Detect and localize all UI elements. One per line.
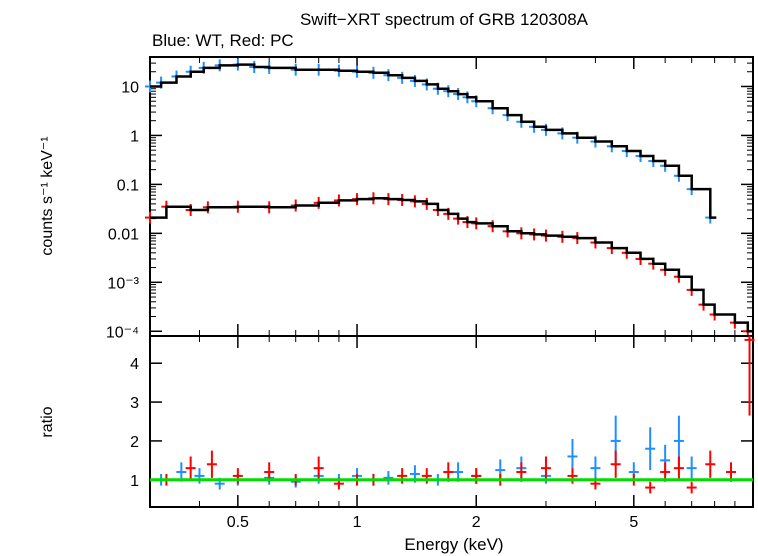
ratio-series-1 bbox=[161, 336, 755, 494]
spectrum-series-1 bbox=[145, 192, 754, 338]
y-tick-label: 10 bbox=[121, 79, 139, 96]
y-tick-label: 1 bbox=[130, 128, 139, 145]
y-tick-label: 2 bbox=[130, 434, 139, 451]
model-line-1 bbox=[150, 197, 754, 333]
chart-title: Swift−XRT spectrum of GRB 120308A bbox=[300, 10, 589, 29]
y-tick-label: 10⁻⁴ bbox=[106, 324, 139, 341]
chart-subtitle: Blue: WT, Red: PC bbox=[152, 31, 294, 50]
y-axis-label-spectrum: counts s⁻¹ keV⁻¹ bbox=[39, 136, 56, 255]
y-tick-label: 3 bbox=[130, 395, 139, 412]
y-tick-label: 0.01 bbox=[108, 226, 139, 243]
spectrum-frame bbox=[149, 56, 754, 337]
x-tick-label: 2 bbox=[472, 514, 481, 531]
y-tick-label: 0.1 bbox=[117, 177, 139, 194]
y-tick-label: 4 bbox=[130, 356, 139, 373]
ratio-panel: 0.5 1 2 5 1 2 3 4 bbox=[130, 335, 755, 531]
x-tick-label: 5 bbox=[629, 514, 638, 531]
ratio-frame bbox=[149, 335, 754, 508]
spectrum-panel: 10 1 0.1 0.01 10⁻³ 10⁻⁴ bbox=[106, 56, 754, 341]
x-tick-label: 0.5 bbox=[227, 514, 249, 531]
x-tick-label: 1 bbox=[353, 514, 362, 531]
x-axis-label: Energy (keV) bbox=[404, 535, 503, 554]
y-tick-label: 1 bbox=[130, 473, 139, 490]
y-axis-label-ratio: ratio bbox=[39, 406, 56, 437]
y-tick-label: 10⁻³ bbox=[107, 275, 139, 292]
model-line-0 bbox=[150, 63, 717, 219]
spectrum-series-0 bbox=[145, 58, 717, 224]
